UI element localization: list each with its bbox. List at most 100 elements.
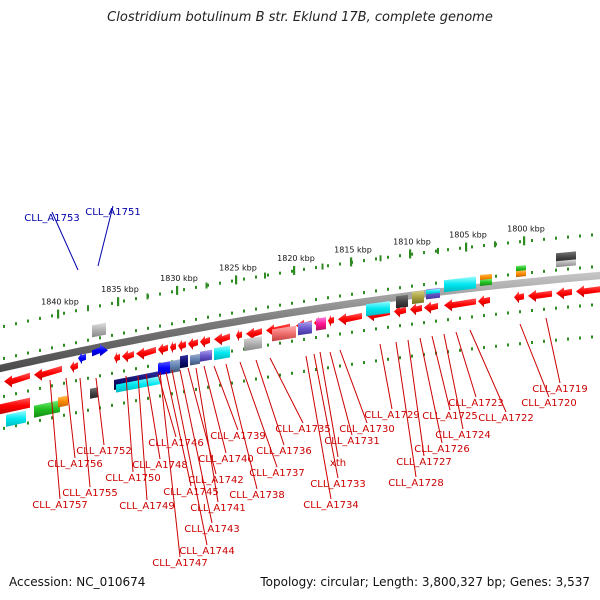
red-gene-arrow — [200, 335, 210, 348]
gene-label: CLL_A1749 — [119, 501, 174, 512]
tick-dot — [471, 315, 473, 319]
gene-label: CLL_A1740 — [198, 454, 253, 465]
tick-dot — [411, 284, 413, 288]
leader-line — [269, 357, 304, 424]
gene-label: CLL_A1735 — [275, 424, 330, 435]
tick-dot — [39, 316, 41, 320]
red-gene-arrow — [136, 346, 156, 360]
red-gene-arrow — [410, 303, 422, 316]
tick-dot — [579, 266, 581, 270]
genome-summary: Topology: circular; Length: 3,800,327 bp… — [260, 575, 590, 589]
gene-category-box — [6, 410, 26, 427]
tick-dot — [111, 301, 113, 305]
leader-line — [51, 211, 79, 271]
gene-label: CLL_A1730 — [339, 424, 394, 435]
gene-category-box — [366, 301, 390, 317]
tick-dot — [507, 273, 509, 277]
tick-dot — [231, 279, 233, 283]
tick-dot — [495, 344, 497, 348]
red-gene-arrow — [514, 291, 524, 304]
tick-dot — [579, 234, 581, 238]
tick-dot — [303, 369, 305, 373]
tick-dot — [171, 322, 173, 326]
tick-dot — [99, 336, 101, 340]
leader-line — [125, 375, 134, 473]
tick-dot — [15, 424, 17, 428]
tick-dot — [327, 264, 329, 268]
leader-line — [187, 367, 217, 475]
leader-line — [239, 361, 278, 468]
tick-dot — [111, 333, 113, 337]
tick-dot — [507, 343, 509, 347]
tick-dot — [195, 285, 197, 289]
tick-dot — [75, 411, 77, 415]
major-tick — [465, 242, 468, 252]
tick-dot — [15, 354, 17, 358]
gene-label: CLL_A1741 — [190, 503, 245, 514]
tick-dot — [291, 269, 293, 273]
leader-line — [407, 339, 425, 457]
leader-line — [159, 371, 181, 558]
major-tick — [117, 297, 120, 307]
tick-dot — [303, 337, 305, 341]
gene-category-box — [58, 395, 68, 408]
gene-label: xth — [330, 458, 346, 469]
tick-dot — [123, 299, 125, 303]
tick-dot — [423, 321, 425, 325]
tick-dot — [123, 401, 125, 405]
tick-dot — [15, 392, 17, 396]
gene-label: CLL_A1752 — [76, 446, 131, 457]
gene-label: CLL_A1750 — [105, 473, 160, 484]
tick-dot — [303, 299, 305, 303]
gene-label: CLL_A1755 — [62, 488, 117, 499]
tick-dot — [567, 305, 569, 309]
tick-dot — [555, 268, 557, 272]
red-gene-arrow — [394, 305, 406, 318]
leader-line — [319, 351, 339, 458]
tick-dot — [279, 341, 281, 345]
tick-dot — [531, 308, 533, 312]
red-gene-arrow — [178, 339, 186, 352]
tick-dot — [147, 364, 149, 368]
tick-dot — [471, 347, 473, 351]
gene-label: CLL_A1726 — [414, 444, 469, 455]
kbp-tick-label: 1835 kbp — [101, 285, 139, 294]
tick-dot — [159, 394, 161, 398]
gene-label: CLL_A1725 — [422, 411, 477, 422]
tick-dot — [435, 249, 437, 253]
tick-dot — [207, 315, 209, 319]
tick-dot — [339, 332, 341, 336]
gene-category-box — [244, 336, 262, 352]
tick-dot — [231, 349, 233, 353]
tick-dot — [351, 330, 353, 334]
tick-dot — [207, 385, 209, 389]
leader-line — [171, 369, 208, 546]
gene-label: CLL_A1745 — [163, 487, 218, 498]
gene-label-blue: CLL_A1751 — [85, 207, 140, 218]
leader-line — [545, 317, 561, 384]
kbp-tick-label: 1805 kbp — [449, 231, 487, 240]
gene-label: CLL_A1728 — [388, 478, 443, 489]
leader-line — [137, 375, 148, 501]
leader-line — [395, 341, 417, 478]
tick-dot — [579, 304, 581, 308]
leader-line — [97, 205, 114, 267]
tick-dot — [387, 325, 389, 329]
gene-label: CLL_A1757 — [32, 500, 87, 511]
tick-dot — [591, 303, 593, 307]
minor-tick — [494, 241, 496, 248]
leader-line — [255, 359, 285, 446]
tick-dot — [459, 348, 461, 352]
gene-category-box — [190, 353, 200, 366]
outer-tick-row: 1840 kbp 1835 kbp 1830 kbp 1825 kbp 1820 kbp… — [3, 224, 593, 328]
tick-dot — [3, 356, 5, 360]
leader-line — [519, 323, 550, 398]
leader-line — [203, 365, 227, 454]
tick-dot — [291, 339, 293, 343]
minor-tick — [87, 305, 89, 312]
gene-category-box — [396, 294, 408, 309]
tick-dot — [63, 311, 65, 315]
tick-dot — [375, 327, 377, 331]
gene-category-box — [214, 345, 230, 361]
gene-category-box — [180, 354, 188, 369]
